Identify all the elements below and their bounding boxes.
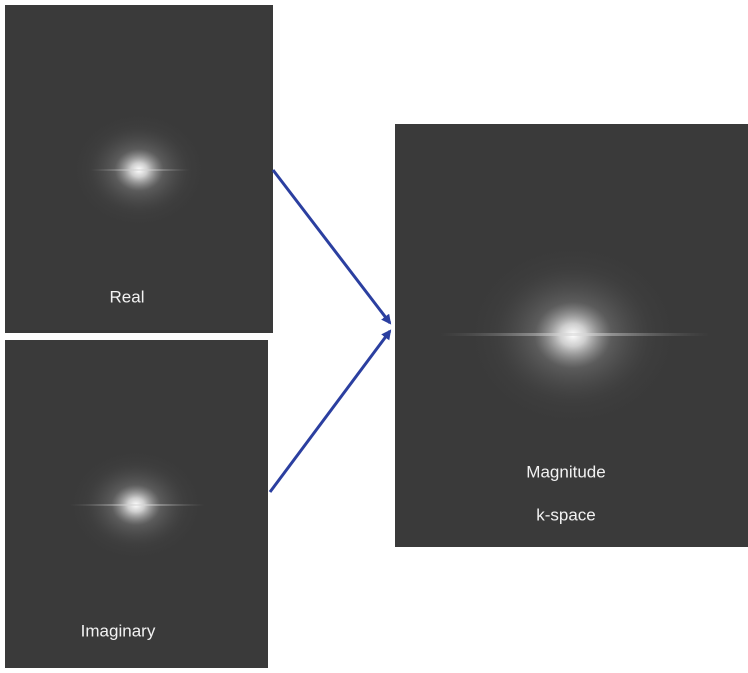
panel-sublabel: k-space	[536, 505, 596, 524]
k-space-streak	[90, 169, 190, 171]
magnitude-panel: Magnitude k-space	[395, 124, 748, 547]
k-space-streak	[440, 333, 710, 336]
panel-label: Magnitude	[526, 462, 605, 481]
real-panel: Real	[5, 5, 273, 333]
panel-label: Imaginary	[81, 621, 156, 640]
imaginary-panel: Imaginary	[5, 340, 268, 668]
arrow	[268, 329, 392, 493]
arrow	[271, 169, 392, 325]
panel-label: Real	[110, 287, 145, 306]
k-space-streak	[70, 504, 205, 506]
